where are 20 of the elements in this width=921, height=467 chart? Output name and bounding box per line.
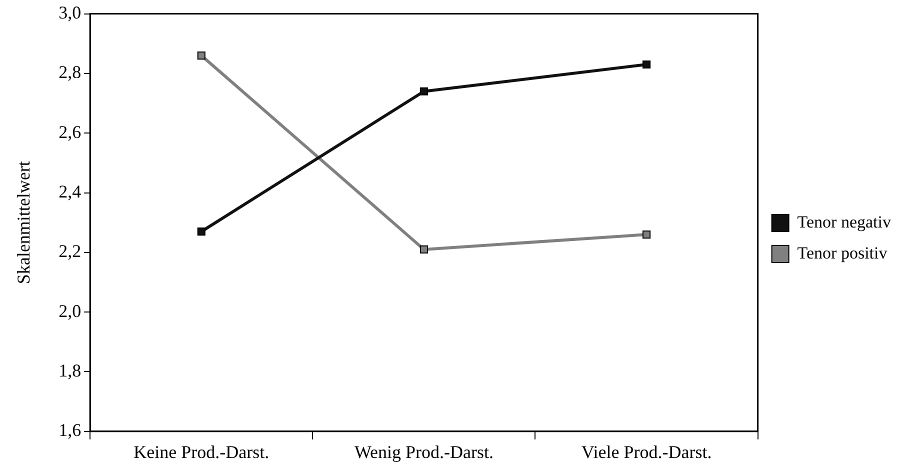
y-tick-label: 2,8 <box>58 62 82 82</box>
y-tick-label: 3,0 <box>58 2 82 23</box>
x-tick-label: Wenig Prod.-Darst. <box>354 442 494 462</box>
y-tick-label: 2,2 <box>58 241 82 262</box>
y-tick-label: 2,4 <box>58 182 82 202</box>
point <box>420 87 428 96</box>
point <box>420 245 428 254</box>
point <box>642 60 651 69</box>
y-tick-label: 2,6 <box>58 122 82 142</box>
x-tick-label: Keine Prod.-Darst. <box>134 442 270 462</box>
y-tick-label: 1,8 <box>58 360 82 380</box>
legend-label: Tenor positiv <box>797 243 888 262</box>
y-tick-label: 1,6 <box>58 420 82 440</box>
y-axis-title: Skalenmittelwert <box>14 161 34 284</box>
point <box>197 52 206 60</box>
y-tick-label: 2,0 <box>58 300 82 321</box>
legend-label: Tenor negativ <box>797 212 892 232</box>
point <box>642 230 651 239</box>
point <box>197 228 206 236</box>
x-tick-label: Viele Prod.-Darst. <box>581 442 712 462</box>
